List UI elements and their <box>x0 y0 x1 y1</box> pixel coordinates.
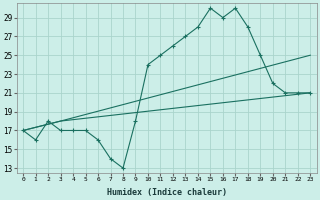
X-axis label: Humidex (Indice chaleur): Humidex (Indice chaleur) <box>107 188 227 197</box>
